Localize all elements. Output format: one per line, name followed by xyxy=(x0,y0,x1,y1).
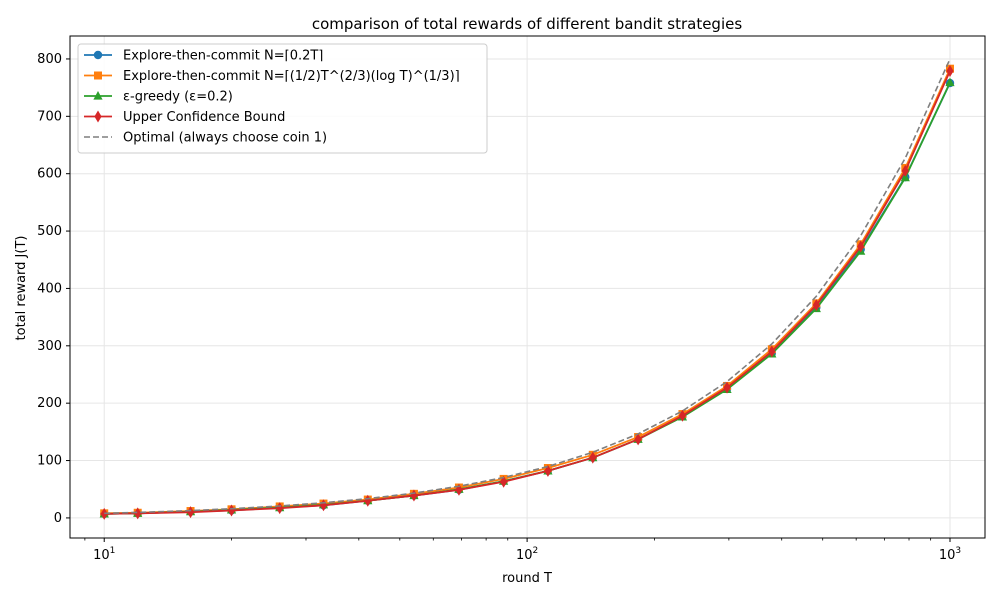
data-point xyxy=(901,164,909,177)
data-point xyxy=(100,507,108,520)
x-tick-label: 103 xyxy=(939,546,961,563)
y-tick-label: 700 xyxy=(37,109,62,124)
y-tick-label: 300 xyxy=(37,339,62,354)
x-tick-label: 101 xyxy=(93,546,115,563)
y-tick-label: 600 xyxy=(37,167,62,182)
series-5 xyxy=(104,58,951,515)
y-tick-label: 400 xyxy=(37,281,62,296)
data-point xyxy=(134,507,142,520)
x-tick-label: 102 xyxy=(516,546,538,563)
data-point xyxy=(94,71,102,80)
chart-title: comparison of total rewards of different… xyxy=(312,15,743,33)
series-line xyxy=(104,70,951,515)
legend-label: Optimal (always choose coin 1) xyxy=(123,131,327,146)
data-point xyxy=(276,502,284,515)
legend-label: Explore-then-commit N=⌈(1/2)T^(2/3)(log … xyxy=(123,69,460,84)
series-line xyxy=(104,58,951,515)
legend-label: Explore-then-commit N=⌈0.2T⌉ xyxy=(123,49,323,64)
data-point xyxy=(186,506,195,519)
data-point xyxy=(94,110,102,123)
data-point xyxy=(946,64,954,77)
data-point xyxy=(812,299,820,312)
data-point xyxy=(227,504,236,517)
axis-ticks: 0 100 200 300 400 500 600 700 800 101 102 103 xyxy=(37,52,961,563)
data-point xyxy=(634,433,642,446)
data-point xyxy=(93,91,103,100)
data-point xyxy=(410,489,418,502)
series-group xyxy=(99,58,955,520)
data-point xyxy=(945,77,955,87)
y-axis-label: total reward J(T) xyxy=(14,236,29,341)
data-point xyxy=(723,381,731,394)
legend-box xyxy=(77,43,488,154)
y-tick-label: 500 xyxy=(37,224,62,239)
data-point xyxy=(500,475,508,488)
x-axis-label: round T xyxy=(502,571,552,586)
data-point xyxy=(544,464,552,477)
y-tick-label: 200 xyxy=(37,396,62,411)
data-point xyxy=(93,50,103,60)
y-tick-label: 0 xyxy=(54,511,62,526)
data-point xyxy=(768,345,776,358)
y-tick-label: 100 xyxy=(37,454,62,469)
grid xyxy=(70,36,985,538)
data-point xyxy=(900,172,910,182)
legend: Explore-then-commit N=⌈0.2T⌉ Explore-then… xyxy=(77,43,488,154)
data-point xyxy=(857,240,865,253)
series-4 xyxy=(100,64,954,520)
data-point xyxy=(589,451,597,464)
y-tick-label: 800 xyxy=(37,52,62,67)
legend-label: Upper Confidence Bound xyxy=(123,110,285,125)
legend-label: ε-greedy (ε=0.2) xyxy=(123,90,233,105)
